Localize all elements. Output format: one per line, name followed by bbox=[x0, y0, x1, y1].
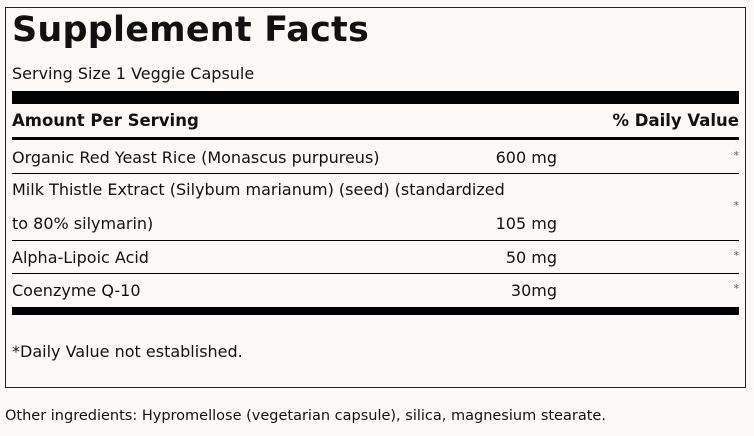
panel-title: Supplement Facts bbox=[12, 10, 369, 50]
daily-value-header: % Daily Value bbox=[612, 111, 739, 130]
ingredient-name: Coenzyme Q-10 bbox=[12, 281, 141, 300]
ingredient-name-line1: Milk Thistle Extract (Silybum marianum) … bbox=[12, 180, 505, 199]
ingredient-name-line2: to 80% silymarin) bbox=[12, 214, 154, 233]
other-ingredients: Other ingredients: Hypromellose (vegetar… bbox=[5, 408, 606, 424]
thick-divider bbox=[12, 307, 739, 315]
daily-value: * bbox=[733, 199, 740, 212]
ingredient-amount: 30mg bbox=[510, 281, 557, 300]
ingredient-name: Alpha-Lipoic Acid bbox=[12, 248, 149, 267]
row-divider bbox=[12, 273, 739, 274]
thick-divider bbox=[12, 91, 739, 104]
amount-per-serving-header: Amount Per Serving bbox=[12, 111, 199, 130]
daily-value: * bbox=[733, 282, 740, 295]
daily-value: * bbox=[733, 249, 740, 262]
footnote: *Daily Value not established. bbox=[12, 342, 243, 361]
header-divider bbox=[12, 137, 739, 140]
daily-value: * bbox=[733, 149, 740, 162]
ingredient-amount: 50 mg bbox=[505, 248, 557, 267]
supplement-facts-panel: Supplement Facts Serving Size 1 Veggie C… bbox=[5, 7, 746, 388]
serving-size: Serving Size 1 Veggie Capsule bbox=[12, 64, 255, 83]
ingredient-name: Organic Red Yeast Rice (Monascus purpure… bbox=[12, 148, 380, 167]
ingredient-amount: 105 mg bbox=[495, 214, 557, 233]
row-divider bbox=[12, 240, 739, 241]
ingredient-amount: 600 mg bbox=[495, 148, 557, 167]
row-divider bbox=[12, 173, 739, 174]
